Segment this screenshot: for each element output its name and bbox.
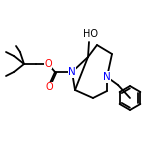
Text: N: N xyxy=(68,67,76,77)
Text: HO: HO xyxy=(83,29,98,39)
Text: O: O xyxy=(44,59,52,69)
Text: O: O xyxy=(45,82,53,92)
Text: N: N xyxy=(103,72,111,82)
